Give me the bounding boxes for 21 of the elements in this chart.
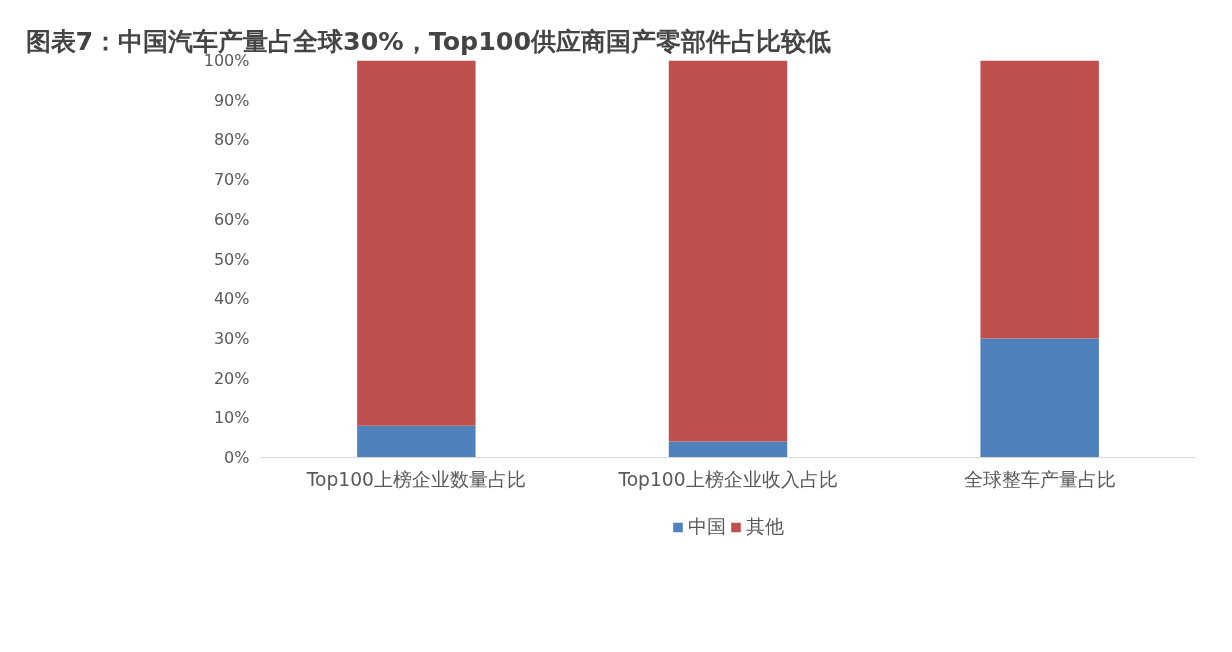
bar: [357, 60, 476, 426]
y-tick-label: 60%: [213, 209, 250, 229]
bar: [980, 338, 1099, 458]
bar: [980, 60, 1099, 339]
x-tick-label: Top100上榜企业数量占比: [305, 468, 526, 490]
y-tick-label: 80%: [213, 130, 250, 150]
x-tick-label: Top100上榜企业收入占比: [617, 468, 838, 490]
y-tick-label: 20%: [213, 368, 250, 388]
y-tick-label: 40%: [213, 289, 250, 309]
y-tick-label: 70%: [213, 170, 250, 190]
legend-label: 其他: [746, 515, 784, 539]
legend-label: 中国: [688, 515, 726, 539]
y-tick-label: 50%: [213, 249, 250, 269]
y-tick-label: 0%: [224, 448, 250, 467]
y-tick-label: 30%: [213, 328, 250, 348]
x-tick-label: 全球整车产量占比: [963, 468, 1116, 490]
bar: [668, 441, 788, 458]
y-tick-label: 10%: [213, 408, 250, 428]
bar: [668, 60, 788, 442]
bar: [357, 425, 476, 458]
y-tick-label: 90%: [213, 90, 250, 110]
